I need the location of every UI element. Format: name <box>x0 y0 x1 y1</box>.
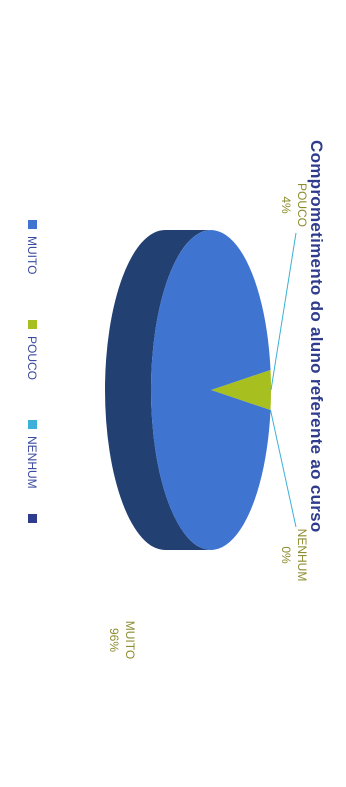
legend-label-pouco: POUCO <box>25 336 39 380</box>
legend-label-muito: MUITO <box>25 236 39 274</box>
data-label-category-nenhum: NENHUM <box>295 529 309 582</box>
legend-swatch-muito <box>28 220 37 229</box>
data-label-value-nenhum: 0% <box>279 546 293 564</box>
data-label-category-pouco: POUCO <box>295 183 309 227</box>
legend-swatch-pouco <box>28 320 37 329</box>
pie-side-wall <box>105 230 211 550</box>
leader-line-nenhum <box>270 409 297 528</box>
data-label-category-muito: MUITO <box>123 621 137 659</box>
legend-swatch-nenhum <box>28 420 37 429</box>
pie-slice-muito <box>151 230 271 550</box>
legend-label-nenhum: NENHUM <box>25 436 39 489</box>
leader-line-pouco <box>270 232 297 391</box>
legend-swatch-extra <box>28 514 37 523</box>
chart-title: Comprometimento do aluno referente ao cu… <box>307 140 326 533</box>
pie-slice-pouco <box>211 369 272 411</box>
data-label-value-muito: 96% <box>107 628 121 652</box>
data-label-value-pouco: 4% <box>279 196 293 214</box>
